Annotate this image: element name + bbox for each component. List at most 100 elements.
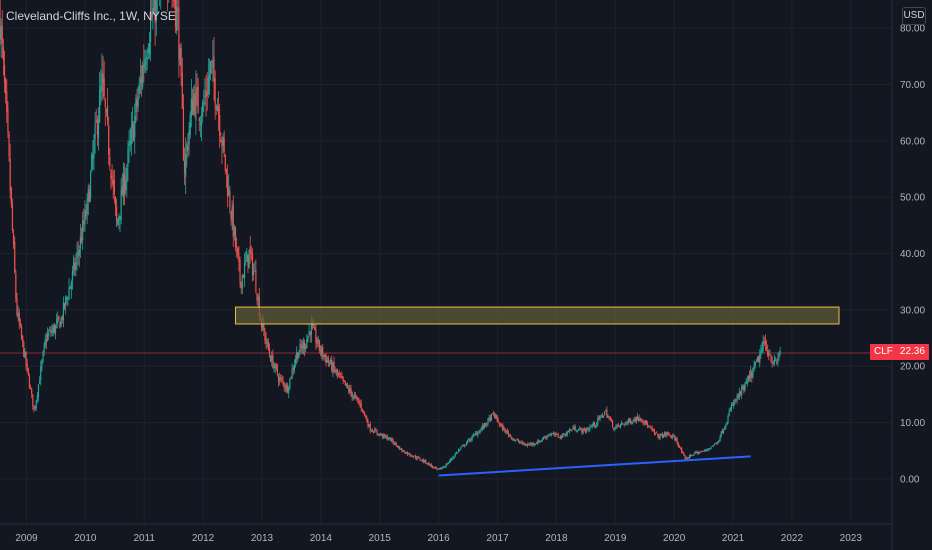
candle-body (354, 394, 357, 397)
candle-body (769, 354, 771, 356)
candle-body (546, 435, 548, 439)
candle-body (678, 445, 680, 448)
candle-body (469, 439, 471, 441)
candle-body (570, 429, 572, 431)
candle-body (506, 429, 508, 433)
candle-body (243, 262, 246, 278)
time-tick-label: 2023 (840, 533, 863, 544)
candles-layer (0, 0, 781, 471)
candle-body (418, 457, 420, 458)
candle-body (108, 125, 110, 155)
candle-body (103, 78, 105, 97)
candle-body (637, 418, 640, 421)
time-tick-label: 2010 (74, 533, 97, 544)
candle-body (211, 60, 213, 62)
candle-body (619, 424, 622, 427)
candle-body (702, 451, 704, 452)
candle-body (129, 140, 131, 146)
candle-body (96, 119, 98, 135)
candle-body (776, 361, 778, 363)
candle-body (309, 331, 311, 336)
candle-body (568, 430, 571, 432)
candle-body (105, 109, 108, 112)
candle-body (203, 101, 205, 104)
candle-body (453, 456, 455, 458)
candle-body (319, 350, 322, 353)
candle-body (433, 467, 435, 468)
candle-body (494, 413, 496, 419)
candle-body (747, 375, 750, 380)
candle-body (553, 433, 555, 435)
candle-body (219, 115, 221, 136)
candle-body (343, 379, 345, 382)
candle-body (624, 423, 626, 425)
candle-body (155, 0, 157, 23)
support-trendline[interactable] (438, 455, 751, 477)
time-tick-label: 2021 (722, 533, 745, 544)
candle-body (183, 160, 186, 174)
candle-body (763, 342, 765, 344)
candle-body (604, 411, 606, 416)
time-tick-label: 2022 (781, 533, 804, 544)
candle-body (94, 122, 96, 140)
candle-body (1, 25, 3, 44)
candle-body (681, 447, 683, 453)
candle-body (700, 451, 702, 453)
candle-body (262, 321, 264, 330)
candle-body (15, 273, 17, 299)
candle-body (32, 394, 34, 407)
candle-body (452, 457, 454, 459)
candle-body (52, 326, 54, 333)
candle-body (342, 376, 344, 381)
time-tick-label: 2017 (486, 533, 509, 544)
candle-body (223, 138, 225, 152)
candle-body (292, 367, 294, 370)
candle-body (334, 369, 336, 373)
candle-body (704, 449, 707, 452)
candle-body (491, 413, 494, 414)
candle-body (8, 133, 10, 157)
candle-body (373, 431, 375, 433)
candle-body (282, 380, 284, 383)
candle-body (336, 369, 339, 374)
candle-body (748, 374, 751, 379)
candle-body (745, 382, 747, 384)
candle-body (315, 330, 317, 344)
last-price-tag: CLF 22.36 (870, 344, 929, 360)
candle-body (594, 425, 597, 427)
candle-body (371, 430, 374, 432)
candle-body (347, 385, 349, 388)
candle-body (498, 423, 500, 425)
candle-body (435, 466, 437, 469)
candle-body (352, 396, 354, 399)
resistance-zone[interactable] (235, 306, 840, 325)
candle-body (572, 428, 574, 430)
candle-body (375, 429, 377, 431)
currency-badge[interactable]: USD (902, 7, 926, 25)
candle-body (402, 450, 404, 452)
candle-body (196, 87, 198, 90)
candle-body (635, 416, 637, 422)
candle-body (306, 339, 308, 349)
candle-body (263, 323, 265, 331)
candle-body (462, 444, 464, 446)
candle-body (300, 344, 302, 348)
candle-body (571, 429, 573, 431)
candle-body (123, 175, 126, 194)
time-axis[interactable]: 2009 2010 2011 2012 2013 2014 2015 2016 2017 2018… (15, 533, 862, 544)
price-axis[interactable]: 0.00 10.00 20.00 30.00 40.00 50.00 60.00 70.00 8… (900, 24, 925, 486)
candle-body (231, 207, 233, 222)
candle-body (513, 438, 515, 441)
candle-body (284, 387, 286, 389)
candle-body (10, 187, 12, 205)
candle-body (272, 355, 274, 368)
candle-body (23, 341, 25, 357)
candle-body (154, 0, 156, 23)
candle-body (490, 414, 493, 421)
candle-body (285, 385, 288, 390)
candle-body (480, 428, 482, 430)
candle-body (692, 455, 694, 456)
candle-body (291, 369, 293, 379)
time-tick-label: 2013 (251, 533, 274, 544)
